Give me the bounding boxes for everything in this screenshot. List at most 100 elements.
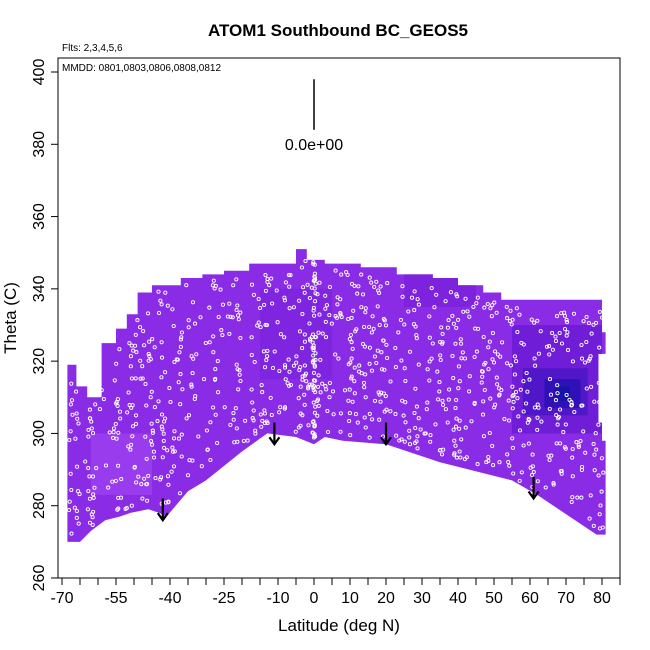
data-point	[453, 405, 458, 411]
data-point	[475, 462, 480, 467]
data-point	[323, 335, 329, 340]
data-point	[211, 350, 216, 355]
data-point	[486, 367, 491, 372]
data-point	[333, 352, 338, 357]
data-point	[506, 418, 512, 423]
data-point	[275, 320, 280, 325]
data-point	[354, 327, 359, 332]
data-point	[313, 291, 318, 296]
data-point	[462, 356, 468, 361]
data-point	[398, 317, 403, 323]
data-point	[484, 460, 489, 465]
data-point	[362, 344, 367, 349]
data-point	[159, 424, 164, 429]
data-point	[165, 303, 170, 308]
data-point	[313, 434, 318, 439]
data-point	[362, 385, 367, 390]
data-point	[440, 340, 445, 345]
data-point	[579, 356, 585, 361]
data-point	[316, 330, 321, 335]
data-point	[487, 339, 492, 344]
data-point	[539, 419, 544, 424]
data-point	[588, 354, 593, 359]
data-point	[264, 358, 269, 363]
data-point	[177, 350, 182, 355]
data-point	[311, 347, 316, 353]
data-point	[525, 389, 530, 394]
data-point	[339, 272, 344, 277]
data-point	[312, 423, 317, 429]
data-point	[313, 351, 318, 356]
data-point	[227, 301, 232, 306]
data-point	[412, 308, 417, 313]
data-point	[559, 341, 565, 346]
data-point	[251, 292, 256, 297]
data-point	[357, 363, 362, 368]
data-point	[451, 427, 456, 432]
data-point	[363, 372, 368, 377]
data-point	[491, 463, 496, 468]
data-point	[482, 387, 487, 393]
data-point	[586, 321, 591, 326]
data-point	[591, 322, 596, 327]
data-point	[178, 402, 183, 407]
data-point	[497, 460, 502, 465]
data-point	[311, 353, 316, 358]
data-point	[91, 492, 96, 497]
data-point	[149, 439, 154, 444]
data-point	[298, 384, 303, 389]
data-point	[178, 372, 183, 377]
data-point	[103, 463, 109, 468]
data-point	[169, 469, 174, 474]
data-point	[128, 354, 133, 359]
data-point	[151, 455, 157, 460]
data-point	[267, 283, 272, 288]
data-point	[199, 464, 204, 469]
data-point	[504, 304, 509, 309]
data-point	[310, 332, 316, 337]
data-point	[67, 437, 72, 443]
field-region	[67, 249, 606, 542]
data-point	[362, 415, 367, 420]
data-point	[282, 406, 287, 411]
data-point	[394, 433, 399, 438]
data-point	[562, 313, 568, 319]
data-point	[69, 531, 74, 536]
data-point	[472, 400, 477, 405]
data-point	[138, 325, 143, 330]
data-point	[532, 320, 537, 325]
data-point	[575, 495, 580, 500]
data-point	[456, 386, 461, 391]
data-point	[216, 390, 221, 395]
data-point	[212, 377, 218, 382]
data-point	[114, 436, 119, 441]
data-point	[346, 316, 351, 322]
data-point	[583, 450, 588, 455]
data-point	[85, 507, 90, 512]
data-point	[465, 309, 470, 314]
data-point	[429, 356, 434, 361]
data-point	[490, 357, 495, 362]
y-tick-label: 280	[31, 492, 48, 519]
data-point	[315, 398, 320, 403]
data-point	[160, 455, 165, 460]
data-point	[402, 439, 407, 444]
data-point	[592, 399, 597, 404]
x-axis-label: Latitude (deg N)	[278, 616, 400, 635]
data-point	[564, 392, 569, 398]
data-point	[320, 331, 325, 336]
data-point	[350, 399, 355, 404]
data-point	[234, 277, 239, 282]
data-point	[564, 333, 569, 338]
data-point	[532, 405, 537, 410]
data-point	[369, 280, 374, 285]
data-point	[231, 411, 236, 416]
data-point	[312, 313, 317, 318]
data-point	[458, 337, 463, 342]
data-point	[146, 473, 151, 478]
data-point	[130, 403, 135, 408]
data-point	[338, 429, 343, 434]
data-point	[458, 341, 464, 346]
data-point	[510, 406, 515, 411]
x-tick-label: 0	[310, 590, 319, 607]
